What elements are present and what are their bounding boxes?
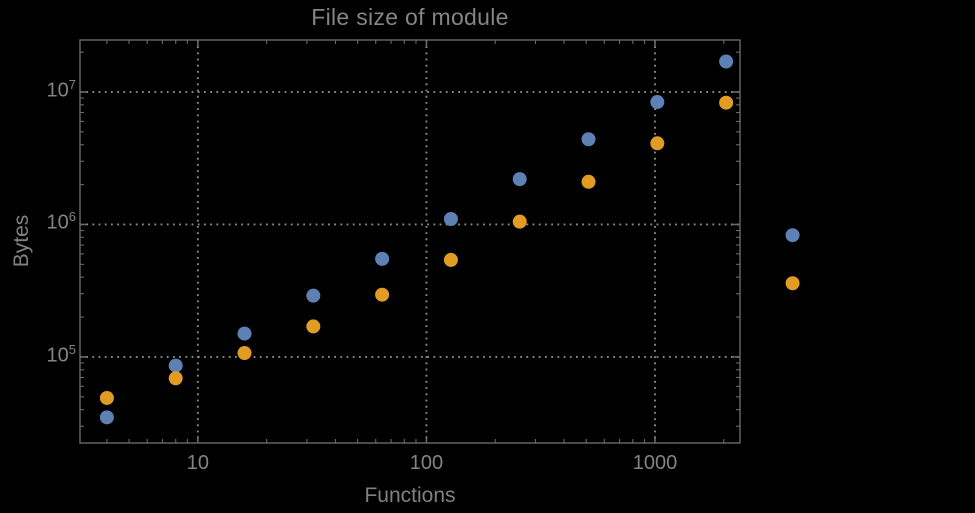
data-point-series-2-orange [375,287,390,302]
data-point-series-2-orange [237,346,252,361]
x-tick-label: 10 [186,452,209,474]
data-point-series-1-blue [99,410,114,425]
data-point-series-2-orange [719,95,734,110]
data-point-series-2-orange [512,214,527,229]
data-point-series-1-blue [375,251,390,266]
data-point-series-1-blue [237,326,252,341]
data-point-series-1-blue [306,288,321,303]
y-tick-label: 105 [46,341,76,367]
data-point-series-1-blue [650,95,665,110]
chart-title: File size of module [311,4,509,30]
data-point-series-2-orange [581,174,596,189]
plot-frame [79,39,741,444]
data-point-series-1-blue [168,358,183,373]
data-point-series-2-orange [443,252,458,267]
data-point-series-2-orange [99,390,114,405]
data-point-series-2-orange [785,276,800,291]
x-tick-label: 100 [409,452,444,474]
data-point-series-2-orange [168,371,183,386]
data-point-series-2-orange [306,319,321,334]
data-point-series-1-blue [719,54,734,69]
x-tick-label: 1000 [632,452,678,474]
data-point-series-2-orange [650,136,665,151]
data-point-series-1-blue [512,172,527,187]
data-point-series-1-blue [581,132,596,147]
data-point-series-1-blue [785,228,800,243]
data-point-series-1-blue [443,211,458,226]
y-tick-label: 106 [46,209,76,235]
x-axis-label: Functions [364,484,456,507]
y-tick-label: 107 [46,76,76,102]
